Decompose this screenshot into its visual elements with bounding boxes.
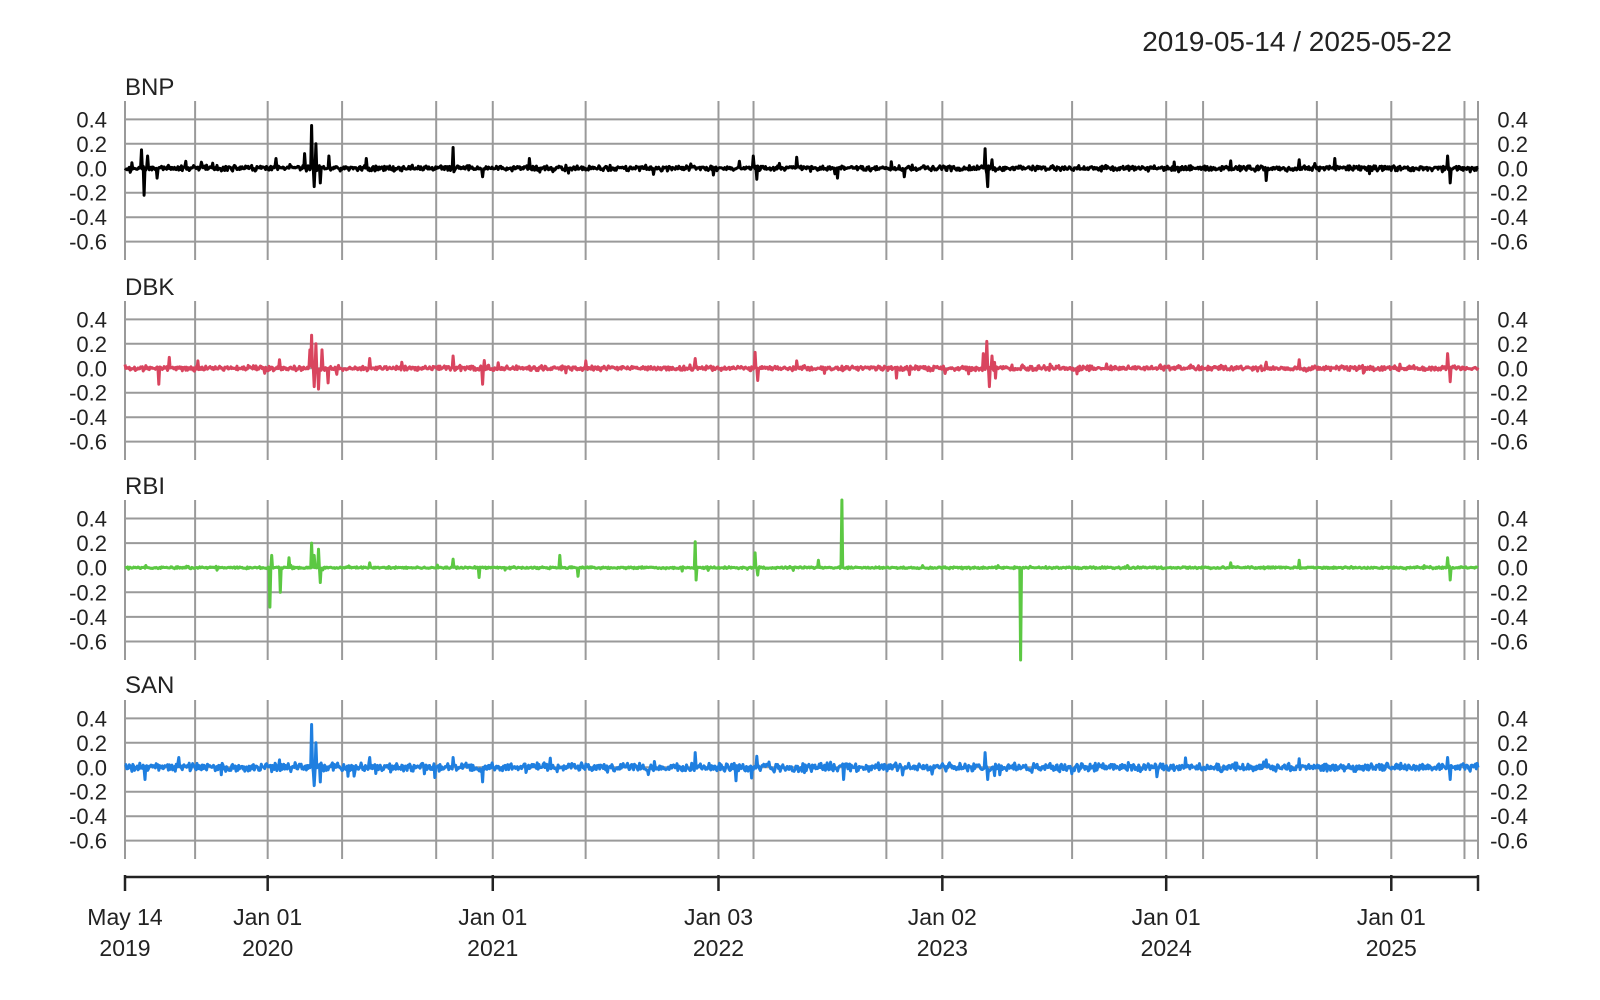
y-tick-label-left: 0.2 (76, 332, 107, 357)
series-line-san (124, 723, 1480, 788)
y-tick-label-left: -0.2 (69, 181, 107, 206)
y-tick-label-left: -0.2 (69, 381, 107, 406)
y-tick-label-right: 0.0 (1497, 156, 1528, 181)
y-tick-label-right: 0.4 (1497, 706, 1528, 731)
y-tick-label-right: -0.4 (1490, 205, 1528, 230)
y-tick-label-left: -0.4 (69, 605, 107, 630)
y-tick-label-left: 0.0 (76, 356, 107, 381)
y-tick-label-right: -0.2 (1490, 181, 1528, 206)
series-line-bnp (123, 124, 1479, 197)
y-tick-label-right: 0.0 (1497, 556, 1528, 581)
y-tick-label-left: -0.4 (69, 804, 107, 829)
y-tick-label-right: 0.2 (1497, 531, 1528, 556)
y-tick-label-left: 0.2 (76, 132, 107, 157)
date-range-label: 2019-05-14 / 2025-05-22 (1142, 26, 1452, 57)
panel-label-san: SAN (125, 672, 174, 699)
y-tick-label-right: 0.4 (1497, 506, 1528, 531)
y-tick-label-right: -0.6 (1490, 630, 1528, 655)
y-tick-label-right: 0.4 (1497, 307, 1528, 332)
y-tick-label-left: -0.6 (69, 829, 107, 854)
panel-label-dbk: DBK (125, 274, 174, 301)
y-tick-label-right: 0.0 (1497, 356, 1528, 381)
y-tick-label-left: 0.2 (76, 731, 107, 756)
panels-layer: 0.4 0.40.2 0.20.0 0.0-0.2 -0.2-0.4 -0.4-0.6 -0… (69, 74, 1528, 859)
x-tick-label: May 14 (87, 904, 163, 930)
y-tick-label-right: -0.2 (1490, 381, 1528, 406)
panel-label-rbi: RBI (125, 473, 165, 500)
y-tick-label-right: 0.4 (1497, 107, 1528, 132)
y-tick-label-right: -0.6 (1490, 829, 1528, 854)
y-tick-label-left: 0.4 (76, 107, 107, 132)
y-tick-label-right: -0.6 (1490, 230, 1528, 255)
x-tick-label: Jan 01 (1132, 904, 1201, 930)
x-tick-label-year: 2019 (99, 935, 150, 961)
y-tick-label-left: 0.0 (76, 156, 107, 181)
y-tick-label-left: -0.4 (69, 405, 107, 430)
y-tick-label-left: 0.4 (76, 506, 107, 531)
y-tick-label-right: -0.2 (1490, 580, 1528, 605)
x-tick-label: Jan 02 (908, 904, 977, 930)
y-tick-label-right: 0.0 (1497, 755, 1528, 780)
x-tick-label: Jan 01 (1357, 904, 1426, 930)
series-line-dbk (123, 333, 1480, 391)
panel-dbk: 0.4 0.40.2 0.20.0 0.0-0.2 -0.2-0.4 -0.4-0.6 -0… (69, 274, 1528, 460)
y-tick-label-right: -0.4 (1490, 605, 1528, 630)
y-tick-label-left: 0.4 (76, 706, 107, 731)
y-tick-label-right: -0.4 (1490, 804, 1528, 829)
x-tick-label: Jan 03 (684, 904, 753, 930)
x-tick-label: Jan 01 (233, 904, 302, 930)
y-tick-label-left: -0.2 (69, 780, 107, 805)
x-tick-label: Jan 01 (458, 904, 527, 930)
y-tick-label-left: 0.0 (76, 755, 107, 780)
y-tick-label-right: 0.2 (1497, 132, 1528, 157)
y-tick-label-left: -0.6 (69, 430, 107, 455)
x-tick-label-year: 2023 (917, 935, 968, 961)
x-axis: May 14 2019 Jan 01 2020 Jan 01 2021 Jan 03 2022… (87, 875, 1480, 961)
y-tick-label-left: 0.4 (76, 307, 107, 332)
x-tick-label-year: 2021 (467, 935, 518, 961)
x-tick-label-year: 2020 (242, 935, 293, 961)
y-tick-label-right: -0.2 (1490, 780, 1528, 805)
y-tick-label-left: -0.4 (69, 205, 107, 230)
panel-rbi: 0.4 0.40.2 0.20.0 0.0-0.2 -0.2-0.4 -0.4-0.6 -0… (69, 473, 1528, 662)
y-tick-label-right: 0.2 (1497, 332, 1528, 357)
x-tick-label-year: 2025 (1366, 935, 1417, 961)
panel-san: 0.4 0.40.2 0.20.0 0.0-0.2 -0.2-0.4 -0.4-0.6 -0… (69, 672, 1528, 859)
y-tick-label-right: -0.4 (1490, 405, 1528, 430)
y-tick-label-left: 0.0 (76, 556, 107, 581)
y-tick-label-right: -0.6 (1490, 430, 1528, 455)
x-tick-label-year: 2024 (1141, 935, 1192, 961)
panel-label-bnp: BNP (125, 74, 174, 101)
series-line-rbi (124, 498, 1479, 662)
y-tick-label-left: 0.2 (76, 531, 107, 556)
x-tick-label-year: 2022 (693, 935, 744, 961)
y-tick-label-left: -0.6 (69, 630, 107, 655)
y-tick-label-right: 0.2 (1497, 731, 1528, 756)
y-tick-label-left: -0.2 (69, 580, 107, 605)
y-tick-label-left: -0.6 (69, 230, 107, 255)
panel-bnp: 0.4 0.40.2 0.20.0 0.0-0.2 -0.2-0.4 -0.4-0.6 -0… (69, 74, 1528, 260)
